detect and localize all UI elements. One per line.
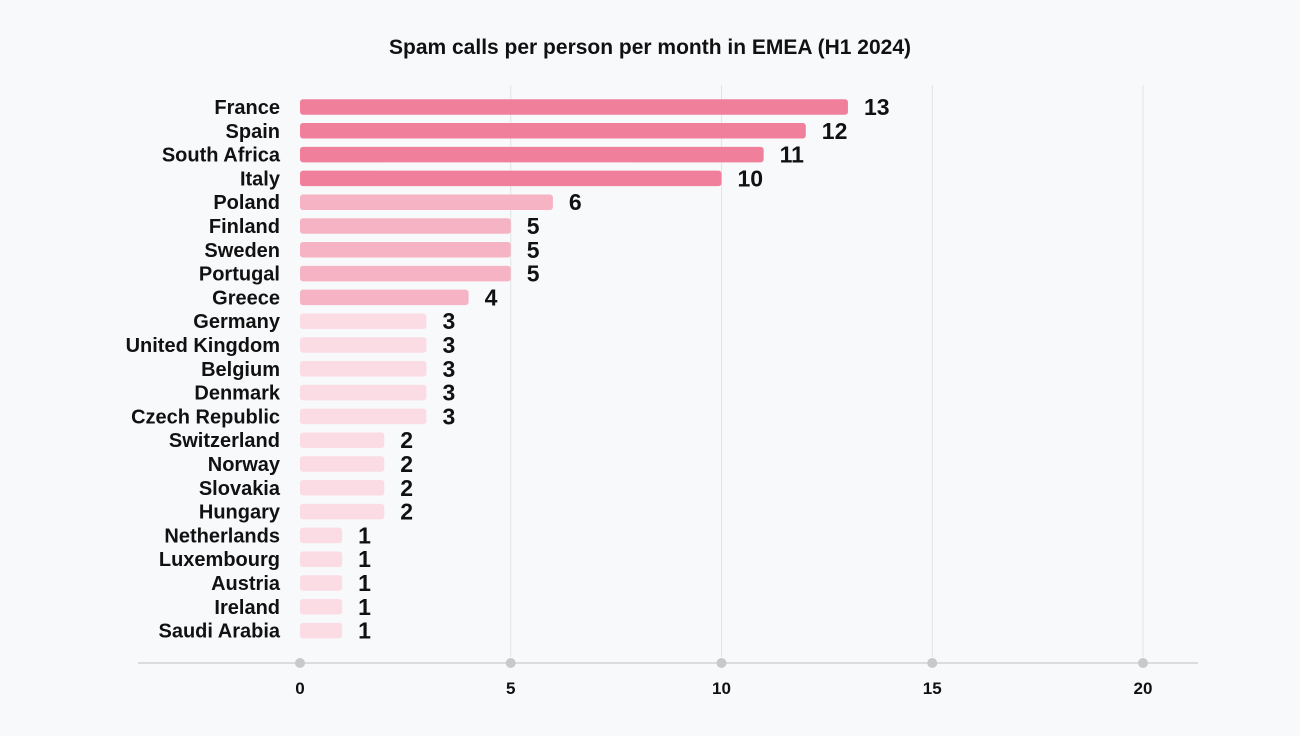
category-label-germany: Germany xyxy=(193,311,281,333)
value-label-portugal: 5 xyxy=(527,261,540,287)
bars xyxy=(300,99,848,639)
bar-germany xyxy=(300,313,427,329)
category-label-norway: Norway xyxy=(208,454,281,476)
value-label-ireland: 1 xyxy=(358,594,371,620)
category-label-ireland: Ireland xyxy=(214,597,280,619)
value-label-luxembourg: 1 xyxy=(358,546,371,572)
x-tick-label-15: 15 xyxy=(923,679,942,698)
value-label-south-africa: 11 xyxy=(780,142,805,168)
category-label-sweden: Sweden xyxy=(204,240,280,262)
category-label-saudi-arabia: Saudi Arabia xyxy=(158,621,280,643)
value-label-finland: 5 xyxy=(527,213,540,239)
bar-ireland xyxy=(300,599,343,615)
category-label-netherlands: Netherlands xyxy=(164,525,280,547)
x-tick-label-0: 0 xyxy=(295,679,304,698)
x-tick-mark-20 xyxy=(1138,658,1148,668)
value-label-czech-republic: 3 xyxy=(442,403,455,429)
category-label-portugal: Portugal xyxy=(199,264,280,286)
category-label-czech-republic: Czech Republic xyxy=(131,406,280,428)
bar-switzerland xyxy=(300,432,385,448)
bar-belgium xyxy=(300,361,427,377)
chart-title: Spam calls per person per month in EMEA … xyxy=(389,36,911,59)
bar-luxembourg xyxy=(300,551,343,567)
value-label-belgium: 3 xyxy=(442,356,455,382)
bar-czech-republic xyxy=(300,408,427,425)
value-label-denmark: 3 xyxy=(442,380,455,406)
value-label-sweden: 5 xyxy=(527,237,540,263)
x-tick-mark-15 xyxy=(927,658,938,668)
value-label-norway: 2 xyxy=(400,451,413,477)
bar-slovakia xyxy=(300,480,385,496)
category-label-greece: Greece xyxy=(212,287,280,309)
category-label-united-kingdom: United Kingdom xyxy=(126,335,280,357)
x-tick-mark-0 xyxy=(295,658,305,668)
value-label-italy: 10 xyxy=(738,165,764,191)
value-label-germany: 3 xyxy=(442,308,455,334)
value-label-austria: 1 xyxy=(358,570,371,596)
value-label-france: 13 xyxy=(864,94,890,120)
x-tick-mark-10 xyxy=(716,658,727,668)
bar-netherlands xyxy=(300,527,343,544)
bar-portugal xyxy=(300,265,511,282)
bar-finland xyxy=(300,218,511,234)
bar-sweden xyxy=(300,242,511,258)
value-label-slovakia: 2 xyxy=(400,475,413,501)
value-label-saudi-arabia: 1 xyxy=(358,618,371,644)
x-tick-label-5: 5 xyxy=(506,679,515,698)
category-label-hungary: Hungary xyxy=(199,502,281,524)
category-label-slovakia: Slovakia xyxy=(199,478,281,500)
category-label-luxembourg: Luxembourg xyxy=(159,549,280,571)
category-label-italy: Italy xyxy=(240,168,281,190)
bar-hungary xyxy=(300,503,385,520)
value-label-poland: 6 xyxy=(569,189,582,215)
value-label-switzerland: 2 xyxy=(400,427,413,453)
category-label-austria: Austria xyxy=(211,573,281,595)
bar-austria xyxy=(300,575,343,591)
bar-poland xyxy=(300,194,553,210)
x-axis: 0 5 10 15 20 xyxy=(138,658,1198,698)
value-label-spain: 12 xyxy=(822,118,848,144)
bar-denmark xyxy=(300,384,427,401)
x-tick-mark-5 xyxy=(505,658,516,668)
category-label-spain: Spain xyxy=(226,121,280,143)
category-label-finland: Finland xyxy=(209,216,280,238)
value-label-hungary: 2 xyxy=(400,499,413,525)
category-label-south-africa: South Africa xyxy=(162,145,281,167)
x-tick-label-10: 10 xyxy=(712,679,731,698)
bar-south-africa xyxy=(300,146,764,163)
bar-united-kingdom xyxy=(300,337,427,353)
category-label-denmark: Denmark xyxy=(194,383,280,405)
value-label-netherlands: 1 xyxy=(358,522,371,548)
bar-norway xyxy=(300,456,385,472)
bar-france xyxy=(300,99,848,115)
bar-spain xyxy=(300,123,806,139)
category-label-poland: Poland xyxy=(213,192,280,214)
category-label-switzerland: Switzerland xyxy=(169,430,280,452)
bar-saudi-arabia xyxy=(300,622,343,639)
value-label-united-kingdom: 3 xyxy=(442,332,455,358)
bar-greece xyxy=(300,289,469,306)
bar-italy xyxy=(300,170,722,187)
x-tick-label-20: 20 xyxy=(1134,679,1153,698)
category-label-france: France xyxy=(214,97,280,119)
value-label-greece: 4 xyxy=(485,284,498,310)
category-label-belgium: Belgium xyxy=(201,359,280,381)
